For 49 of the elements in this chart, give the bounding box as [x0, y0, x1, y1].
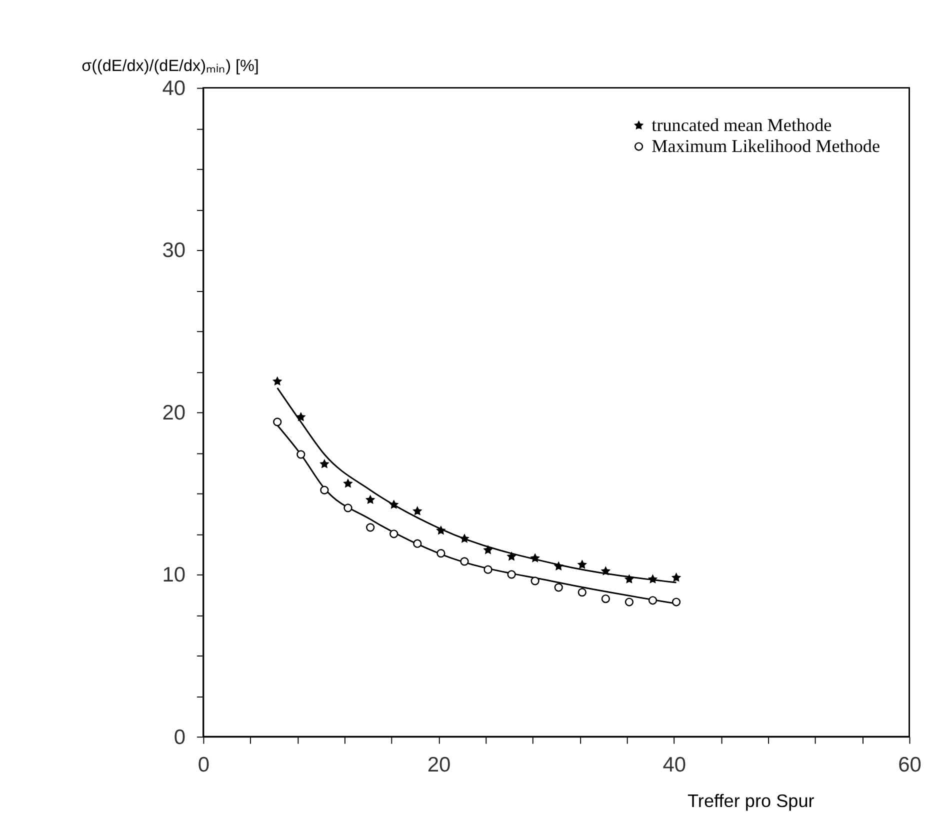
point	[672, 573, 680, 582]
point	[460, 534, 469, 542]
point	[530, 554, 540, 562]
point	[484, 565, 492, 574]
point	[390, 530, 398, 538]
point	[344, 479, 352, 488]
point	[320, 486, 329, 494]
point	[554, 583, 563, 592]
x-tick-label: 60	[898, 753, 922, 776]
point	[366, 496, 374, 504]
point	[296, 412, 306, 421]
y-tick-label: 20	[162, 401, 186, 424]
point	[344, 504, 352, 512]
x-axis-title: Treffer pro Spur	[688, 790, 814, 811]
legend-label: truncated mean Methode	[652, 115, 832, 136]
y-tick-label: 40	[162, 76, 186, 100]
y-tick-label: 10	[162, 564, 186, 587]
point	[507, 552, 516, 560]
point	[484, 546, 492, 554]
point	[507, 570, 516, 579]
point	[436, 549, 446, 558]
point	[648, 596, 658, 605]
point	[672, 598, 681, 606]
point	[602, 566, 610, 575]
y-axis-title: σ((dE/dx)/(dE/dx)ₘᵢₙ) [%]	[82, 57, 259, 76]
point	[320, 460, 329, 468]
point	[624, 598, 634, 606]
point	[413, 539, 422, 548]
point	[296, 450, 306, 459]
point	[648, 574, 657, 583]
point	[530, 576, 540, 586]
point	[273, 418, 282, 426]
legend-label: Maximum Likelihood Methode	[652, 136, 880, 156]
point	[366, 523, 375, 532]
point	[601, 594, 610, 604]
point	[625, 574, 634, 583]
x-tick-label: 20	[427, 753, 451, 776]
point	[413, 506, 422, 515]
point	[554, 562, 563, 570]
point	[390, 500, 398, 508]
x-tick-label: 40	[662, 753, 686, 776]
point	[273, 377, 282, 386]
y-tick-label: 0	[174, 726, 186, 749]
point	[578, 560, 586, 568]
point	[436, 526, 446, 534]
point	[460, 557, 469, 566]
x-tick-label: 0	[198, 753, 210, 776]
y-tick-label: 30	[162, 239, 186, 262]
point	[578, 588, 586, 597]
